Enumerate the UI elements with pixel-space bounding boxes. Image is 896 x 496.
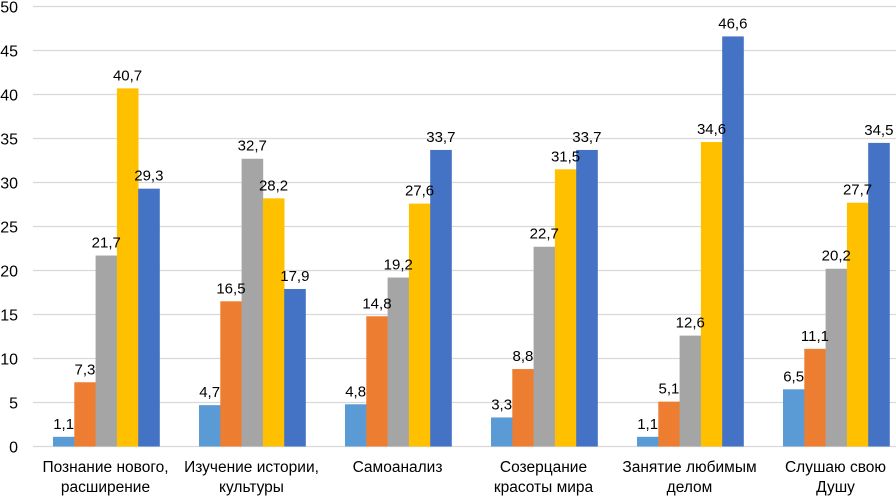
- x-category-label: Созерцание: [500, 459, 587, 476]
- bar: [387, 277, 410, 447]
- x-category-label: культуры: [219, 479, 284, 496]
- bar: [825, 268, 848, 447]
- bar: [554, 169, 577, 447]
- data-label: 28,2: [259, 177, 288, 194]
- bar: [576, 149, 598, 447]
- x-category-label: Душу: [816, 479, 855, 496]
- data-label: 5,1: [659, 381, 680, 398]
- bar: [868, 142, 890, 447]
- bar: [53, 436, 75, 447]
- bar: [345, 404, 367, 447]
- data-label: 4,8: [345, 383, 366, 400]
- bars: [53, 36, 890, 447]
- data-label: 3,3: [491, 396, 512, 413]
- y-tick-label: 5: [9, 396, 18, 413]
- data-label: 32,7: [238, 138, 267, 155]
- bar: [533, 246, 556, 447]
- bar: [700, 142, 723, 447]
- data-label: 17,9: [280, 268, 309, 285]
- x-category-label: Познание нового,: [42, 459, 168, 476]
- data-label: 33,7: [572, 129, 601, 146]
- y-tick-label: 30: [0, 176, 18, 193]
- bar: [138, 188, 160, 447]
- y-axis-ticks: 0 5 10 15 20 25 30 35 40 45 50: [0, 0, 18, 457]
- data-label: 27,6: [405, 183, 434, 200]
- bar: [722, 36, 744, 447]
- bar: [95, 255, 118, 447]
- y-tick-label: 40: [0, 88, 18, 105]
- y-tick-label: 10: [0, 352, 18, 369]
- bar: [658, 401, 680, 447]
- bar: [408, 203, 431, 447]
- bar: [679, 335, 702, 447]
- x-category-label: Занятие любимым: [622, 459, 756, 476]
- data-label: 27,7: [843, 182, 872, 199]
- data-label: 14,8: [362, 295, 391, 312]
- gridlines: [33, 5, 896, 448]
- y-tick-label: 20: [0, 264, 18, 281]
- data-label: 1,1: [637, 416, 658, 433]
- data-label: 34,5: [864, 122, 893, 139]
- bar: [74, 382, 96, 447]
- x-axis-categories: Познание нового, расширение Изучение истор…: [42, 459, 886, 496]
- data-label: 12,6: [676, 315, 705, 332]
- y-tick-label: 45: [0, 44, 18, 61]
- data-label: 29,3: [134, 168, 163, 185]
- bar: [783, 389, 805, 447]
- y-tick-label: 15: [0, 308, 18, 325]
- bar: [262, 198, 285, 447]
- data-label: 19,2: [384, 257, 413, 274]
- x-category-label: делом: [667, 479, 713, 496]
- bar: [512, 369, 534, 447]
- bar: [637, 436, 659, 447]
- x-category-label: красоты мира: [494, 479, 594, 496]
- bar: [220, 301, 242, 447]
- y-tick-label: 0: [9, 440, 18, 457]
- data-label: 31,5: [551, 148, 580, 165]
- data-label: 11,1: [801, 328, 829, 345]
- x-category-label: Слушаю свою: [785, 459, 886, 476]
- data-label: 33,7: [426, 129, 455, 146]
- x-category-label: Самоанализ: [353, 459, 443, 476]
- bar: [284, 288, 306, 447]
- data-label: 20,2: [822, 248, 851, 265]
- x-category-label: расширение: [61, 479, 150, 496]
- data-label: 21,7: [92, 235, 121, 252]
- bar: [366, 316, 388, 447]
- data-label: 6,5: [783, 368, 804, 385]
- bar: [804, 348, 826, 447]
- bar: [199, 405, 221, 447]
- data-label: 16,5: [216, 280, 245, 297]
- bar: [116, 88, 139, 447]
- data-label: 40,7: [113, 67, 142, 84]
- data-label: 1,1: [53, 416, 74, 433]
- data-label: 34,6: [697, 121, 726, 138]
- data-label: 22,7: [530, 226, 559, 243]
- data-label: 7,3: [75, 361, 96, 378]
- y-tick-label: 50: [0, 0, 18, 17]
- bar: [430, 149, 452, 447]
- y-tick-label: 35: [0, 132, 18, 149]
- bar: [241, 158, 264, 447]
- data-label: 8,8: [513, 348, 534, 365]
- bar: [491, 417, 513, 447]
- data-label: 4,7: [199, 384, 220, 401]
- y-tick-label: 25: [0, 220, 18, 237]
- x-category-label: Изучение истории,: [184, 459, 319, 476]
- data-labels: 1,1 7,3 21,7 40,7 29,3 4,7 16,5 32,7 28,2 17,9 4,8…: [53, 15, 893, 432]
- data-label: 46,6: [718, 15, 747, 32]
- bar: [846, 202, 869, 447]
